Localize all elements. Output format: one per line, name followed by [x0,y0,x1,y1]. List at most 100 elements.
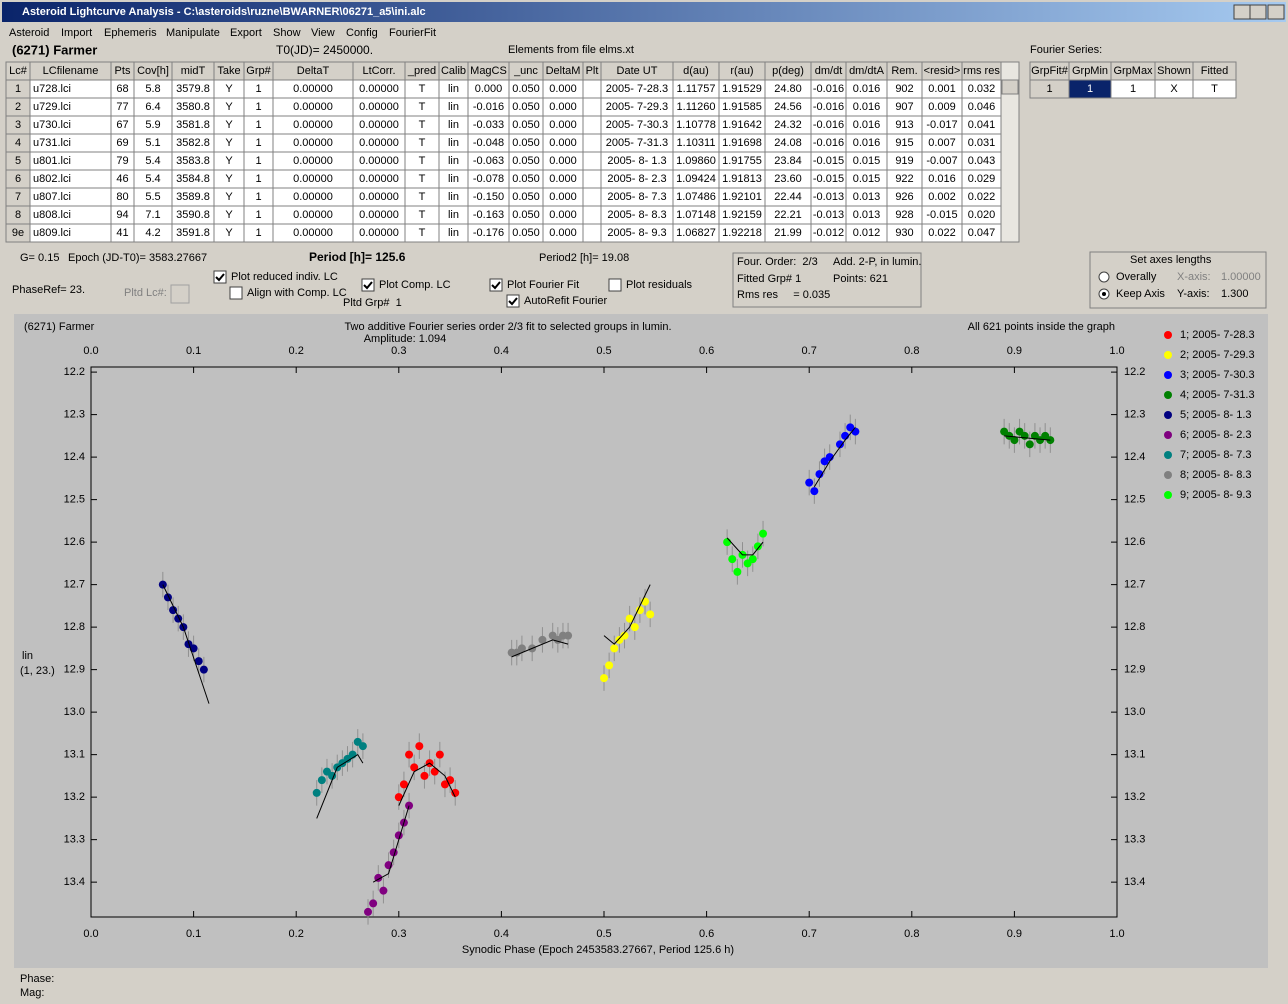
x-tick-label-top: 0.7 [802,345,817,357]
radio[interactable] [1098,271,1110,283]
scroll-thumb[interactable] [1001,79,1019,95]
cell-text: -0.016 [813,119,844,131]
checkbox[interactable] [229,286,243,300]
y-tick-label-right: 12.3 [1124,409,1145,421]
cell-text: -0.063 [473,155,504,167]
y-axis-label: Y-axis: [1177,288,1210,300]
column-header-text: _unc [513,65,538,77]
cell-text: 0.00000 [293,173,333,185]
column-header-text: p(deg) [772,65,804,77]
fourier-fit [603,584,651,645]
column-header-text: Grp# [246,65,271,77]
cell-text: lin [448,137,459,149]
menu-item: Show [273,27,301,39]
cell-text: 1.92101 [722,191,762,203]
x-tick-label-top: 0.2 [289,345,304,357]
cell-text: lin [448,227,459,239]
y-tick-label: 12.8 [64,621,85,633]
cell-text: -0.016 [473,101,504,113]
x-axis-value: 1.00000 [1221,271,1261,283]
cell-text: 0.001 [928,83,956,95]
y-tick-label-right: 12.6 [1124,536,1145,548]
cell-text: 1.91698 [722,137,762,149]
cell-text: 1.11260 [677,101,716,113]
data-point [723,538,732,547]
cell-text: 0.041 [968,119,996,131]
cell-text: 0.015 [853,173,881,185]
data-point [733,567,742,576]
restore-button[interactable] [1249,4,1267,20]
y-tick-label: 13.4 [64,876,85,888]
cell-text: -0.016 [813,137,844,149]
column-header-text: midT [181,65,206,77]
table-cell [582,97,602,117]
pltd-grp-label: Pltd Grp# 1 [343,297,402,309]
cell-text: 3584.8 [176,173,210,185]
cell-text: 1 [255,83,261,95]
data-point [835,440,844,449]
cell-text: T [1211,83,1218,95]
data-point [815,470,824,479]
legend-marker [1164,491,1172,499]
cell-text: 0.020 [968,209,996,221]
cell-text: 5.4 [145,155,160,167]
cell-text: u728.lci [33,83,71,95]
elements-label: Elements from file elms.xt [508,44,634,56]
cell-text: -0.163 [473,209,504,221]
cell-text: 5.8 [145,83,160,95]
cell-text: 21.99 [774,227,802,239]
fourier-fit [813,427,856,488]
check-mark [491,281,501,290]
data-point [394,793,403,802]
period-label: Period [h]= 125.6 [309,250,406,264]
checkbox[interactable] [213,270,227,284]
checkbox[interactable] [361,278,375,292]
cell-text: Y [225,137,233,149]
cell-text: 4.2 [145,227,160,239]
scrollbar[interactable] [1000,61,1020,243]
column-header-text: dm/dtA [849,65,885,77]
cell-text: 2005- 8- 2.3 [607,173,666,185]
checkbox-label: Plot residuals [626,279,693,291]
legend-marker [1164,391,1172,399]
cell-text: 77 [116,101,128,113]
menu-item: FourierFit [389,27,436,39]
cell-text: 2005- 7-29.3 [606,101,668,113]
legend-label: 1; 2005- 7-28.3 [1180,329,1255,341]
x-tick-label-top: 0.6 [699,345,714,357]
data-point [420,771,429,780]
cell-text: 0.050 [512,155,540,167]
y-tick-label: 12.9 [64,664,85,676]
checkbox[interactable] [489,278,503,292]
spin-button[interactable] [170,284,190,304]
legend-label: 6; 2005- 8- 2.3 [1180,429,1252,441]
y-tick-label: 12.3 [64,409,85,421]
cell-text: 0.016 [853,83,881,95]
column-header-text: Plt [586,65,599,77]
cell-text: 922 [895,173,913,185]
cell-text: u731.lci [33,137,71,149]
cell-text: Y [225,173,233,185]
phaseref-label: PhaseRef= 23. [12,284,85,296]
cell-text: lin [448,155,459,167]
data-point [312,788,321,797]
cell-text: 0.022 [928,227,956,239]
menu-item: Ephemeris [104,27,157,39]
data-point [410,763,419,772]
data-point [646,610,655,619]
checkbox[interactable] [506,294,520,308]
data-point [430,767,439,776]
x-tick-label-top: 0.0 [83,345,98,357]
cell-text: 1.10778 [676,119,716,131]
cell-text: 6.4 [145,101,160,113]
minimize-button[interactable] [1233,4,1251,20]
window-buttons[interactable] [1233,4,1285,20]
cell-text: 0.016 [853,119,881,131]
cell-text: 24.80 [774,83,802,95]
cell-text: 0.016 [853,101,881,113]
close-button[interactable] [1267,4,1285,20]
y-tick-label-right: 12.5 [1124,494,1145,506]
checkbox[interactable] [608,278,622,292]
cell-text: 0.00000 [293,83,333,95]
y-tick-label: 13.0 [64,706,85,718]
